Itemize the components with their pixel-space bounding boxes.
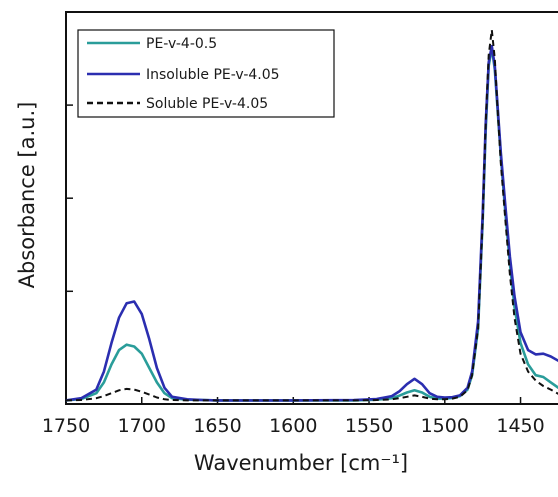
x-ticks: 1750 1700 1650 1600 1550 1500 1450 — [42, 104, 545, 437]
y-axis-title: Absorbance [a.u.] — [15, 102, 39, 289]
x-tick-label-1750: 1750 — [42, 415, 90, 437]
x-tick-label-1500: 1500 — [421, 415, 469, 437]
x-tick-label-1600: 1600 — [269, 415, 317, 437]
legend-label-pe-v-4-0-5: PE-v-4-0.5 — [146, 36, 217, 52]
series-line-soluble-pe-v-4-05 — [65, 29, 558, 402]
x-tick-label-1650: 1650 — [193, 415, 241, 437]
x-tick-label-1700: 1700 — [118, 415, 166, 437]
series-lines — [65, 29, 558, 402]
plot-frame — [65, 11, 558, 405]
x-axis-title: Wavenumber [cm⁻¹] — [194, 451, 408, 475]
legend: PE-v-4-0.5 Insoluble PE-v-4.05 Soluble P… — [77, 29, 335, 118]
legend-label-insoluble: Insoluble PE-v-4.05 — [146, 67, 280, 83]
legend-label-soluble: Soluble PE-v-4.05 — [146, 96, 268, 112]
x-tick-label-1550: 1550 — [345, 415, 393, 437]
x-tick-label-1450: 1450 — [496, 415, 544, 437]
series-line-insoluble-pe-v-4-05 — [65, 44, 558, 402]
